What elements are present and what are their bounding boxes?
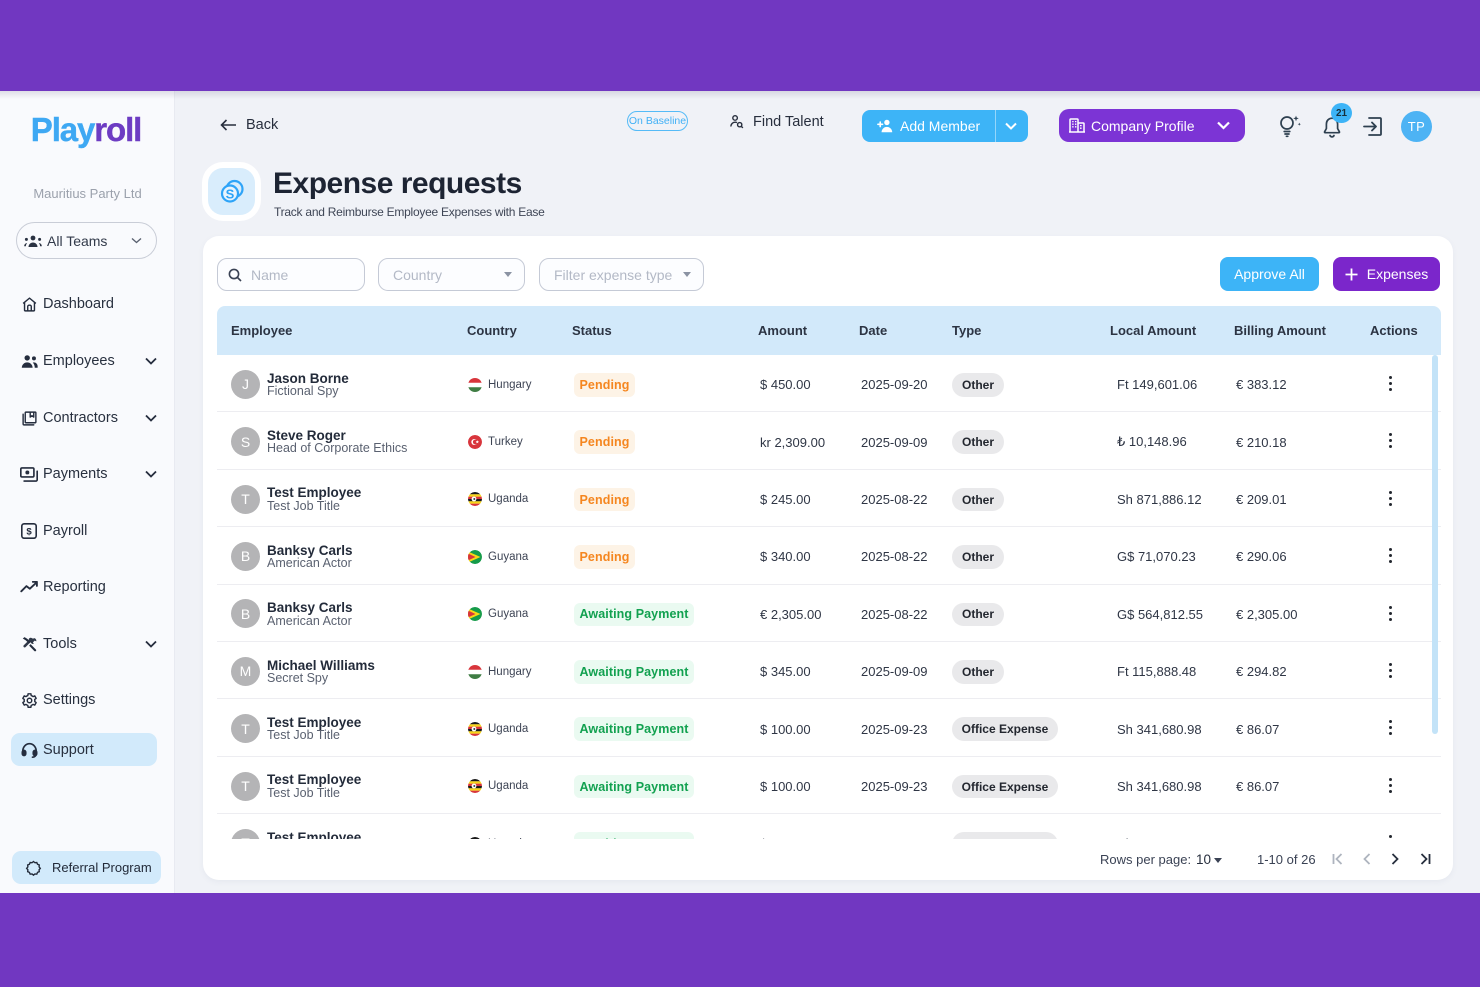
svg-text:S: S xyxy=(225,186,234,201)
svg-text:$: $ xyxy=(26,527,32,538)
